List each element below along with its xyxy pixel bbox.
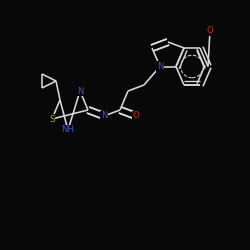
Text: S: S — [49, 114, 55, 124]
Text: O: O — [132, 112, 140, 120]
Text: N: N — [157, 62, 163, 71]
Text: O: O — [206, 26, 214, 35]
Text: NH: NH — [62, 126, 74, 134]
Text: N: N — [101, 112, 107, 120]
Text: N: N — [77, 86, 83, 96]
